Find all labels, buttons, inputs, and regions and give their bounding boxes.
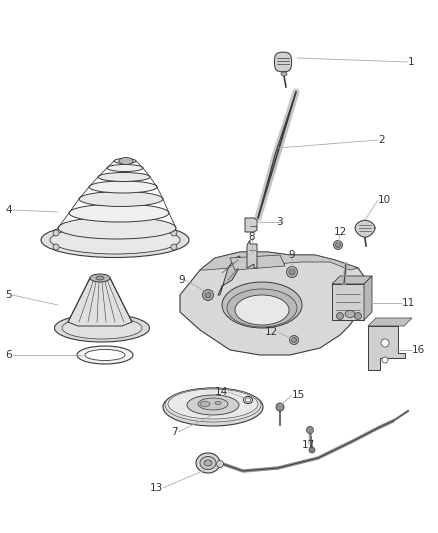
Circle shape xyxy=(286,266,297,278)
Text: 6: 6 xyxy=(5,350,12,360)
Circle shape xyxy=(289,269,295,275)
Polygon shape xyxy=(332,284,364,320)
Polygon shape xyxy=(218,256,240,295)
Ellipse shape xyxy=(62,317,142,339)
Ellipse shape xyxy=(96,276,104,280)
Circle shape xyxy=(171,230,177,236)
Ellipse shape xyxy=(114,158,136,164)
Circle shape xyxy=(292,337,297,343)
Text: 17: 17 xyxy=(301,440,314,450)
Ellipse shape xyxy=(227,289,297,327)
Ellipse shape xyxy=(58,217,176,239)
Circle shape xyxy=(53,244,59,250)
Polygon shape xyxy=(368,326,405,370)
Circle shape xyxy=(202,289,213,301)
Circle shape xyxy=(354,312,361,319)
Text: 8: 8 xyxy=(249,232,255,242)
Text: 7: 7 xyxy=(171,427,178,437)
Polygon shape xyxy=(180,252,368,355)
Circle shape xyxy=(276,403,284,411)
Ellipse shape xyxy=(222,282,302,328)
Text: 12: 12 xyxy=(333,227,346,237)
Circle shape xyxy=(333,240,343,249)
Circle shape xyxy=(171,244,177,250)
Polygon shape xyxy=(275,52,292,72)
Text: 3: 3 xyxy=(276,217,283,227)
Ellipse shape xyxy=(200,401,210,407)
Polygon shape xyxy=(332,276,372,284)
Polygon shape xyxy=(68,278,132,326)
Text: 2: 2 xyxy=(378,135,385,145)
Ellipse shape xyxy=(196,453,220,473)
Ellipse shape xyxy=(244,397,252,403)
Ellipse shape xyxy=(107,165,143,172)
Ellipse shape xyxy=(89,181,157,193)
Polygon shape xyxy=(247,240,257,268)
Ellipse shape xyxy=(246,398,251,402)
Circle shape xyxy=(309,447,315,453)
Text: 14: 14 xyxy=(215,387,228,397)
Text: 15: 15 xyxy=(292,390,305,400)
Polygon shape xyxy=(355,220,375,237)
Circle shape xyxy=(336,312,343,319)
Ellipse shape xyxy=(90,274,110,282)
Ellipse shape xyxy=(119,157,133,165)
Text: 13: 13 xyxy=(150,483,163,493)
Text: 16: 16 xyxy=(412,345,425,355)
Ellipse shape xyxy=(204,460,212,466)
Circle shape xyxy=(381,339,389,347)
Ellipse shape xyxy=(345,311,355,318)
Ellipse shape xyxy=(165,388,261,422)
Ellipse shape xyxy=(85,350,125,360)
Text: 9: 9 xyxy=(178,275,185,285)
Ellipse shape xyxy=(215,401,221,405)
Ellipse shape xyxy=(200,456,216,470)
Ellipse shape xyxy=(77,346,133,364)
Ellipse shape xyxy=(281,72,287,76)
Text: 12: 12 xyxy=(265,327,278,337)
Circle shape xyxy=(336,243,340,247)
Ellipse shape xyxy=(235,295,289,325)
Text: 5: 5 xyxy=(5,290,12,300)
Circle shape xyxy=(382,357,388,363)
Circle shape xyxy=(205,292,211,298)
Polygon shape xyxy=(245,218,257,232)
Circle shape xyxy=(53,230,59,236)
Polygon shape xyxy=(364,276,372,320)
Polygon shape xyxy=(200,252,358,270)
Ellipse shape xyxy=(98,173,150,182)
Ellipse shape xyxy=(187,395,239,415)
Ellipse shape xyxy=(198,398,228,410)
Text: 1: 1 xyxy=(408,57,415,67)
Circle shape xyxy=(290,335,299,344)
Circle shape xyxy=(216,461,223,467)
Ellipse shape xyxy=(54,314,149,342)
Polygon shape xyxy=(368,318,412,326)
Ellipse shape xyxy=(163,388,263,426)
Circle shape xyxy=(307,426,314,433)
Ellipse shape xyxy=(50,226,180,254)
Text: 9: 9 xyxy=(289,250,295,260)
Ellipse shape xyxy=(69,204,169,222)
Text: 4: 4 xyxy=(5,205,12,215)
Ellipse shape xyxy=(41,222,189,257)
Text: 11: 11 xyxy=(402,298,415,308)
Polygon shape xyxy=(230,255,285,270)
Ellipse shape xyxy=(79,191,163,206)
Ellipse shape xyxy=(168,389,258,419)
Text: 10: 10 xyxy=(378,195,391,205)
